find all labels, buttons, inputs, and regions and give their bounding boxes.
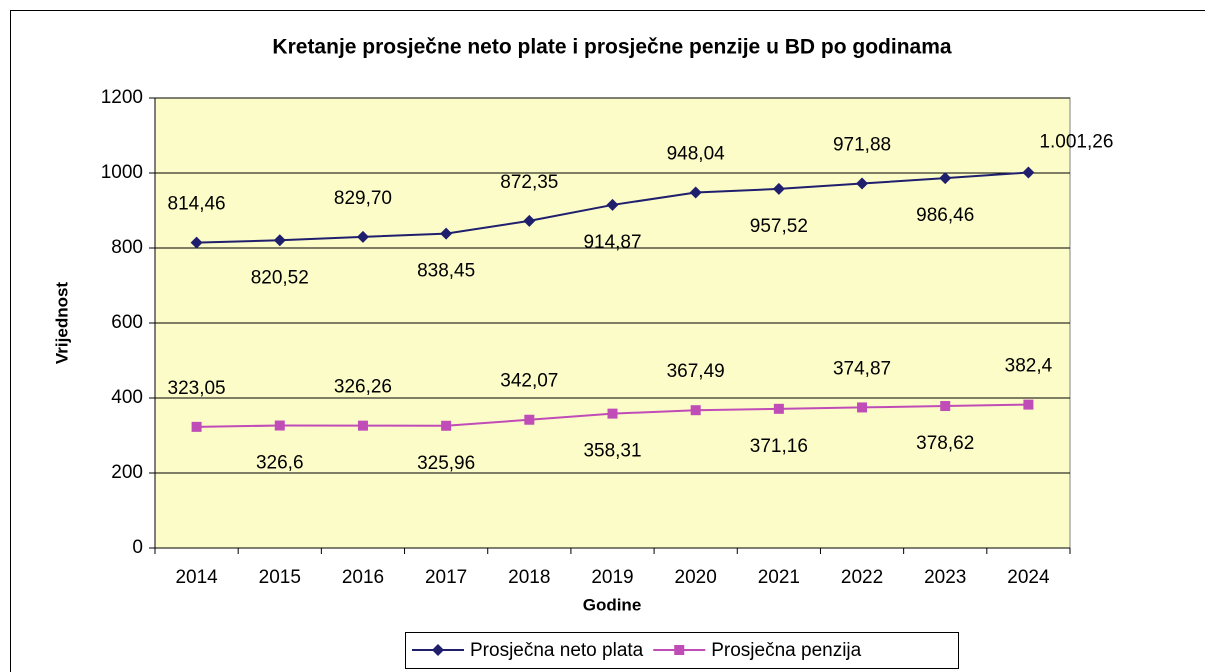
- data-point: [523, 214, 536, 227]
- data-label: 948,04: [667, 144, 726, 165]
- y-tick-label: 800: [111, 237, 143, 258]
- data-label: 1.001,26: [1039, 132, 1113, 153]
- chart-title: Kretanje prosječne neto plate i prosječn…: [272, 36, 951, 59]
- data-label: 957,52: [750, 216, 808, 237]
- data-point: [441, 420, 452, 431]
- data-point: [772, 182, 785, 195]
- data-label: 814,46: [168, 194, 226, 215]
- data-label: 326,6: [256, 453, 304, 474]
- data-label: 326,26: [334, 377, 392, 398]
- y-tick-label: 200: [111, 462, 143, 483]
- data-point: [857, 402, 868, 413]
- x-tick-label: 2023: [924, 567, 966, 588]
- data-point: [440, 227, 453, 240]
- data-point: [524, 414, 535, 425]
- data-label: 872,35: [500, 172, 558, 193]
- data-point: [773, 403, 784, 414]
- data-point: [1022, 166, 1035, 179]
- data-label: 358,31: [583, 441, 641, 462]
- data-point: [606, 198, 619, 211]
- legend-label: Prosječna neto plata: [470, 640, 644, 661]
- data-point: [356, 230, 369, 243]
- data-label: 986,46: [916, 205, 974, 226]
- data-point: [690, 405, 701, 416]
- legend-marker: [432, 644, 444, 656]
- x-tick-label: 2024: [1007, 567, 1050, 588]
- data-label: 371,16: [750, 436, 808, 457]
- x-tick-label: 2016: [342, 567, 384, 588]
- x-tick-label: 2022: [841, 567, 883, 588]
- data-label: 829,70: [334, 188, 392, 209]
- data-point: [190, 236, 203, 249]
- data-point: [856, 177, 869, 190]
- data-label: 971,88: [833, 135, 891, 156]
- x-tick-label: 2020: [675, 567, 717, 588]
- x-tick-label: 2015: [259, 567, 301, 588]
- data-label: 367,49: [667, 361, 725, 382]
- y-tick-label: 600: [111, 312, 143, 333]
- data-label: 838,45: [417, 261, 475, 282]
- x-tick-label: 2017: [425, 567, 467, 588]
- x-tick-label: 2018: [508, 567, 550, 588]
- data-label: 382,4: [1005, 356, 1053, 377]
- y-tick-label: 400: [111, 387, 143, 408]
- data-label: 378,62: [916, 433, 974, 454]
- data-point: [940, 401, 951, 412]
- data-label: 914,87: [583, 232, 641, 253]
- data-point: [1023, 399, 1034, 410]
- legend-marker: [674, 645, 685, 655]
- data-point: [273, 234, 286, 247]
- x-tick-label: 2019: [591, 567, 633, 588]
- y-tick-label: 0: [132, 537, 143, 558]
- x-axis-title: Godine: [583, 595, 642, 614]
- x-tick-label: 2014: [175, 567, 218, 588]
- legend-label: Prosječna penzija: [711, 640, 861, 661]
- y-axis-title: Vrijednost: [52, 282, 71, 365]
- data-label: 820,52: [251, 267, 309, 288]
- data-point: [357, 420, 368, 431]
- x-tick-label: 2021: [758, 567, 800, 588]
- data-label: 342,07: [500, 371, 558, 392]
- y-tick-label: 1200: [101, 87, 143, 108]
- data-label: 325,96: [417, 453, 475, 474]
- y-tick-label: 1000: [101, 162, 143, 183]
- data-label: 323,05: [168, 378, 226, 399]
- data-point: [191, 421, 202, 432]
- data-point: [939, 172, 952, 185]
- data-point: [607, 408, 618, 419]
- data-point: [689, 186, 702, 199]
- data-label: 374,87: [833, 358, 891, 379]
- data-point: [274, 420, 285, 431]
